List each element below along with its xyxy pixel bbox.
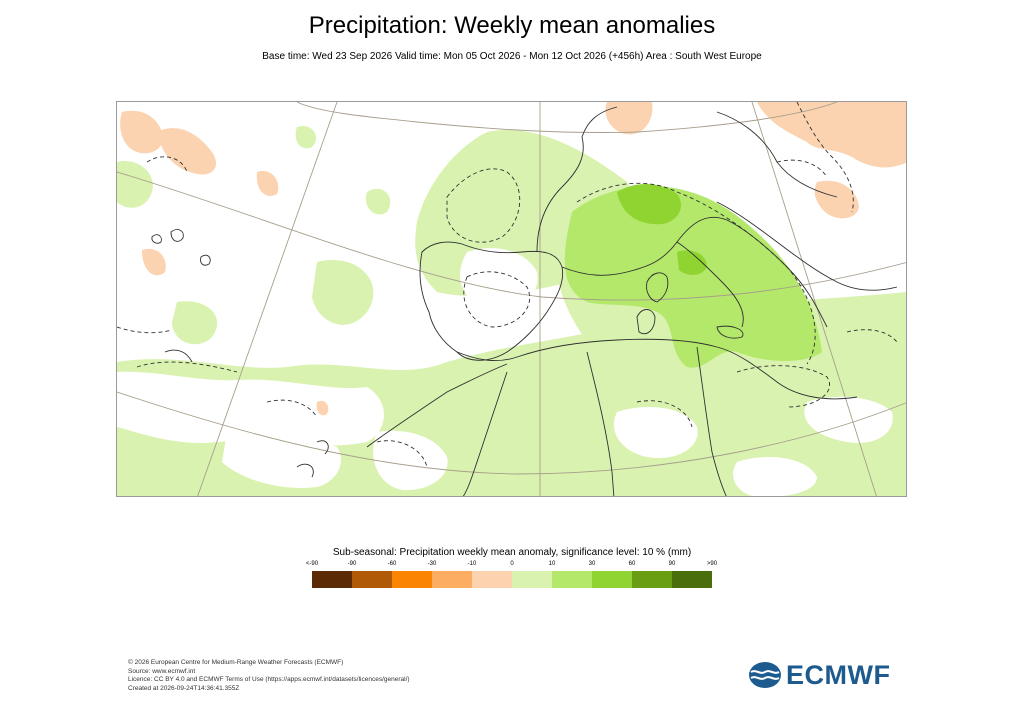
legend-colorbar bbox=[312, 571, 712, 588]
graticule bbox=[117, 102, 906, 496]
legend-tick-label: 60 bbox=[628, 561, 636, 567]
ecmwf-logo: ECMWF bbox=[748, 659, 891, 690]
map-panel bbox=[116, 101, 907, 497]
legend-tick-label: -90 bbox=[347, 561, 357, 567]
legend-swatch bbox=[472, 571, 512, 588]
legend-tick-label: >90 bbox=[706, 561, 718, 567]
ecmwf-logo-icon bbox=[749, 662, 781, 688]
legend-swatch bbox=[552, 571, 592, 588]
significance-contours bbox=[117, 102, 898, 468]
ecmwf-logo-text: ECMWF bbox=[786, 659, 891, 690]
footer-copyright: © 2026 European Centre for Medium-Range … bbox=[128, 659, 344, 666]
legend-swatch bbox=[312, 571, 352, 588]
legend-swatch bbox=[672, 571, 712, 588]
anomaly-light-orange bbox=[120, 102, 906, 416]
legend-tick-label: <-90 bbox=[305, 561, 319, 567]
legend-swatch bbox=[592, 571, 632, 588]
legend-swatch bbox=[392, 571, 432, 588]
legend-tick-label: 0 bbox=[510, 561, 514, 567]
legend-title: Sub-seasonal: Precipitation weekly mean … bbox=[332, 547, 692, 558]
legend-tick-label: 10 bbox=[548, 561, 556, 567]
coastlines-borders bbox=[151, 106, 898, 496]
chart-title: Precipitation: Weekly mean anomalies bbox=[308, 12, 716, 39]
footer-licence: Licence: CC BY 4.0 and ECMWF Terms of Us… bbox=[128, 676, 410, 683]
legend-swatch bbox=[352, 571, 392, 588]
anomaly-white-gaps bbox=[117, 248, 893, 496]
anomaly-mid-green bbox=[564, 185, 822, 368]
legend-ticks: <-90 -90 -60 -30 -10 0 10 30 60 90 >90 bbox=[306, 561, 717, 571]
footer-credits: © 2026 European Centre for Medium-Range … bbox=[128, 659, 410, 693]
legend-tick-label: 90 bbox=[668, 561, 676, 567]
anomaly-dark-green bbox=[617, 183, 707, 275]
chart-subtitle: Base time: Wed 23 Sep 2026 Valid time: M… bbox=[262, 51, 762, 62]
legend-swatch bbox=[432, 571, 472, 588]
map-canvas bbox=[117, 102, 906, 496]
legend-tick-label: -30 bbox=[427, 561, 437, 567]
footer-created: Created at 2026-09-24T14:36:41.355Z bbox=[128, 684, 240, 692]
legend-swatch bbox=[512, 571, 552, 588]
legend-tick-label: -10 bbox=[467, 561, 477, 567]
legend-swatch bbox=[632, 571, 672, 588]
legend-tick-label: -60 bbox=[387, 561, 397, 567]
legend-tick-label: 30 bbox=[588, 561, 596, 567]
footer-source: Source: www.ecmwf.int bbox=[128, 667, 196, 675]
